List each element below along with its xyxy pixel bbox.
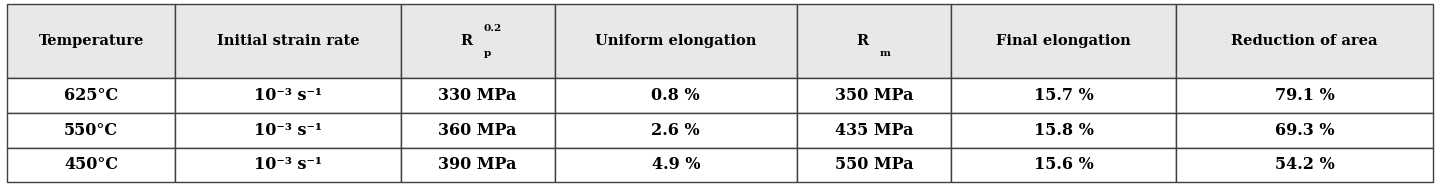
Text: 330 MPa: 330 MPa — [438, 87, 517, 104]
Text: m: m — [880, 49, 890, 58]
Text: Reduction of area: Reduction of area — [1231, 34, 1378, 48]
Text: 15.6 %: 15.6 % — [1034, 156, 1093, 173]
Bar — [176, 147, 400, 182]
Bar — [7, 78, 176, 113]
Bar — [1176, 4, 1433, 78]
Text: 0.2: 0.2 — [484, 24, 501, 33]
Text: 69.3 %: 69.3 % — [1274, 122, 1335, 139]
Text: 15.8 %: 15.8 % — [1034, 122, 1093, 139]
Bar — [1176, 147, 1433, 182]
Text: 79.1 %: 79.1 % — [1274, 87, 1335, 104]
Bar — [554, 4, 796, 78]
Bar — [400, 4, 554, 78]
Bar — [554, 113, 796, 147]
Text: 15.7 %: 15.7 % — [1034, 87, 1093, 104]
Text: 10⁻³ s⁻¹: 10⁻³ s⁻¹ — [253, 156, 323, 173]
Bar — [7, 113, 176, 147]
Bar — [796, 4, 950, 78]
Text: 550°C: 550°C — [65, 122, 118, 139]
Text: 350 MPa: 350 MPa — [835, 87, 913, 104]
Text: 10⁻³ s⁻¹: 10⁻³ s⁻¹ — [253, 122, 323, 139]
Bar — [950, 78, 1176, 113]
Bar — [554, 78, 796, 113]
Bar — [1176, 113, 1433, 147]
Text: 0.8 %: 0.8 % — [651, 87, 700, 104]
Text: 2.6 %: 2.6 % — [651, 122, 700, 139]
Text: 54.2 %: 54.2 % — [1274, 156, 1335, 173]
Bar — [1176, 78, 1433, 113]
Bar — [7, 4, 176, 78]
Text: 4.9 %: 4.9 % — [651, 156, 700, 173]
Text: 390 MPa: 390 MPa — [438, 156, 517, 173]
Bar — [400, 78, 554, 113]
Bar — [950, 4, 1176, 78]
Text: 625°C: 625°C — [65, 87, 118, 104]
Text: 435 MPa: 435 MPa — [835, 122, 913, 139]
Bar — [400, 147, 554, 182]
Text: Final elongation: Final elongation — [996, 34, 1130, 48]
Bar — [7, 147, 176, 182]
Bar — [796, 147, 950, 182]
Bar — [796, 113, 950, 147]
Bar — [554, 147, 796, 182]
Bar — [176, 78, 400, 113]
Text: 360 MPa: 360 MPa — [438, 122, 517, 139]
Text: Initial strain rate: Initial strain rate — [217, 34, 360, 48]
Bar — [176, 4, 400, 78]
Text: Uniform elongation: Uniform elongation — [595, 34, 756, 48]
Bar — [796, 78, 950, 113]
Bar — [950, 147, 1176, 182]
Bar — [176, 113, 400, 147]
Text: 550 MPa: 550 MPa — [835, 156, 913, 173]
Text: 10⁻³ s⁻¹: 10⁻³ s⁻¹ — [253, 87, 323, 104]
Text: Temperature: Temperature — [39, 34, 144, 48]
Text: R: R — [459, 34, 472, 48]
Text: 450°C: 450°C — [65, 156, 118, 173]
Bar — [950, 113, 1176, 147]
Text: R: R — [857, 34, 868, 48]
Text: p: p — [484, 49, 491, 58]
Bar — [400, 113, 554, 147]
